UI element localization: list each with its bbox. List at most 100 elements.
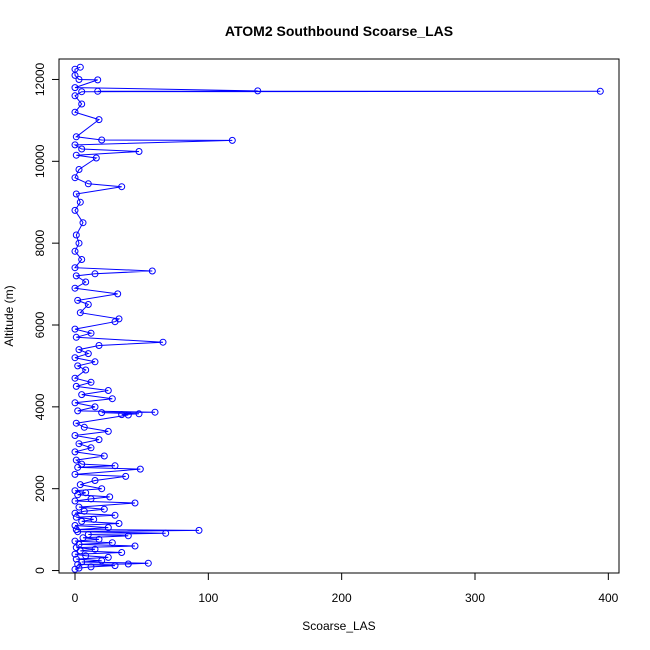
data-point [98,136,106,144]
x-tick-label: 200 [332,591,352,605]
data-point [98,485,106,493]
data-point [80,423,88,431]
data-point [71,550,79,558]
y-tick-label: 12000 [33,62,47,96]
data-point [124,411,132,419]
data-point [71,354,79,362]
data-point [72,190,80,198]
data-point [144,559,152,567]
data-point [79,534,87,542]
data-point [76,198,84,206]
data-point [71,448,79,456]
data-point [136,465,144,473]
data-point [82,278,90,286]
y-tick-label: 0 [33,567,47,574]
data-point [159,338,167,346]
data-point [111,562,119,570]
data-point [104,553,112,561]
data-point [78,460,86,468]
data-point [71,84,79,92]
data-point [71,470,79,478]
data-point [91,477,99,484]
data-point [118,183,126,191]
data-point [228,136,236,144]
data-point [111,511,119,519]
data-point [122,472,130,480]
data-point [114,290,122,298]
data-point [87,329,95,337]
data-point [91,270,99,278]
data-point [98,557,106,565]
data-point [71,537,79,545]
data-point [95,535,103,543]
chart-title: ATOM2 Southbound Scoarse_LAS [225,23,453,39]
data-point [72,333,80,341]
data-point [78,145,86,153]
data-point [118,549,126,556]
data-point [72,513,80,521]
data-point [72,382,80,390]
data-point [135,148,143,155]
data-point [71,487,79,495]
data-point [91,403,99,411]
data-point [76,481,84,489]
data-point [90,515,98,523]
data-point [78,88,86,96]
data-point [254,87,262,95]
data-point [84,180,92,188]
data-point [71,522,79,529]
y-axis-label: Altitude (m) [2,285,16,346]
data-point [115,520,123,527]
data-point [72,456,80,464]
data-point [76,63,84,71]
data-point [72,526,80,534]
x-tick-label: 0 [72,591,79,605]
data-point [104,524,112,532]
series-layer [71,63,604,573]
data-point [94,76,102,84]
data-point [100,452,108,460]
plot-frame [58,58,620,574]
data-point [148,267,156,275]
data-point [84,350,92,358]
data-point [98,409,106,417]
data-point [71,374,79,382]
x-tick-label: 100 [198,591,218,605]
data-point [82,552,90,560]
data-point [72,555,80,563]
series-line [73,66,601,570]
data-point [75,166,83,173]
data-point [82,366,90,374]
data-point [72,151,80,159]
data-point [91,545,99,553]
data-point [131,542,139,550]
data-point [78,517,86,525]
data-point [82,489,90,497]
y-axis: 0 2000 4000 6000 8000 10000 12000 [33,62,60,574]
data-point [75,564,83,572]
data-point [95,436,103,444]
data-point [87,495,95,503]
data-point [94,87,102,95]
data-point [111,462,119,470]
data-point [596,87,604,95]
data-point [78,558,86,566]
data-point [74,362,82,370]
data-point [115,315,123,323]
data-point [78,391,86,399]
y-tick-label: 8000 [33,229,47,256]
data-point [92,154,100,162]
data-point [71,247,79,255]
data-point [106,493,114,501]
y-tick-label: 6000 [33,311,47,338]
data-point [74,296,82,304]
data-point [78,256,86,263]
data-point [71,264,79,272]
data-point [75,503,83,511]
y-tick-label: 2000 [33,475,47,502]
data-point [151,408,159,416]
data-point [84,531,92,538]
x-tick-label: 400 [598,591,618,605]
data-point [95,342,103,349]
